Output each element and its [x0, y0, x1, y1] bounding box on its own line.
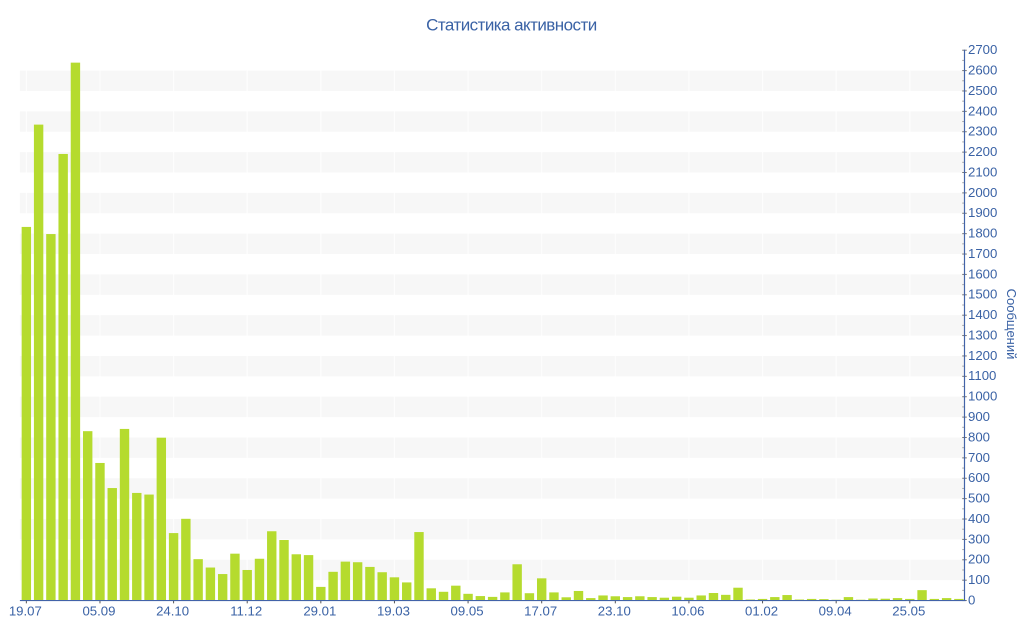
svg-text:2100: 2100 [968, 164, 997, 179]
svg-text:10.06: 10.06 [671, 604, 704, 619]
svg-text:09.04: 09.04 [819, 604, 852, 619]
svg-text:2300: 2300 [968, 124, 997, 139]
svg-text:05.09: 05.09 [82, 604, 115, 619]
svg-text:2700: 2700 [968, 42, 997, 57]
svg-text:Сообщений: Сообщений [1004, 289, 1019, 360]
svg-text:700: 700 [968, 450, 990, 465]
svg-text:0: 0 [968, 592, 975, 607]
svg-text:25.05: 25.05 [892, 604, 925, 619]
svg-text:100: 100 [968, 572, 990, 587]
svg-text:400: 400 [968, 511, 990, 526]
svg-text:1700: 1700 [968, 246, 997, 261]
svg-text:29.01: 29.01 [303, 604, 336, 619]
svg-text:23.10: 23.10 [598, 604, 631, 619]
svg-text:1200: 1200 [968, 348, 997, 363]
svg-text:1600: 1600 [968, 266, 997, 281]
svg-text:1400: 1400 [968, 307, 997, 322]
svg-text:1800: 1800 [968, 226, 997, 241]
svg-text:900: 900 [968, 409, 990, 424]
svg-text:300: 300 [968, 531, 990, 546]
svg-text:2500: 2500 [968, 83, 997, 98]
svg-text:1100: 1100 [968, 368, 996, 383]
svg-text:1500: 1500 [968, 287, 997, 302]
svg-text:1000: 1000 [968, 389, 997, 404]
svg-text:1900: 1900 [968, 205, 997, 220]
svg-text:19.07: 19.07 [9, 604, 42, 619]
svg-text:2600: 2600 [968, 62, 997, 77]
svg-text:1300: 1300 [968, 327, 997, 342]
svg-text:2000: 2000 [968, 185, 997, 200]
svg-text:2400: 2400 [968, 103, 997, 118]
svg-text:Статистика активности: Статистика активности [426, 16, 597, 35]
svg-text:200: 200 [968, 552, 990, 567]
svg-text:500: 500 [968, 491, 990, 506]
svg-text:11.12: 11.12 [230, 604, 262, 619]
svg-text:09.05: 09.05 [451, 604, 484, 619]
svg-text:24.10: 24.10 [156, 604, 189, 619]
svg-text:2200: 2200 [968, 144, 997, 159]
svg-text:17.07: 17.07 [524, 604, 557, 619]
svg-text:800: 800 [968, 429, 990, 444]
svg-text:600: 600 [968, 470, 990, 485]
svg-text:01.02: 01.02 [745, 604, 778, 619]
svg-text:19.03: 19.03 [377, 604, 410, 619]
